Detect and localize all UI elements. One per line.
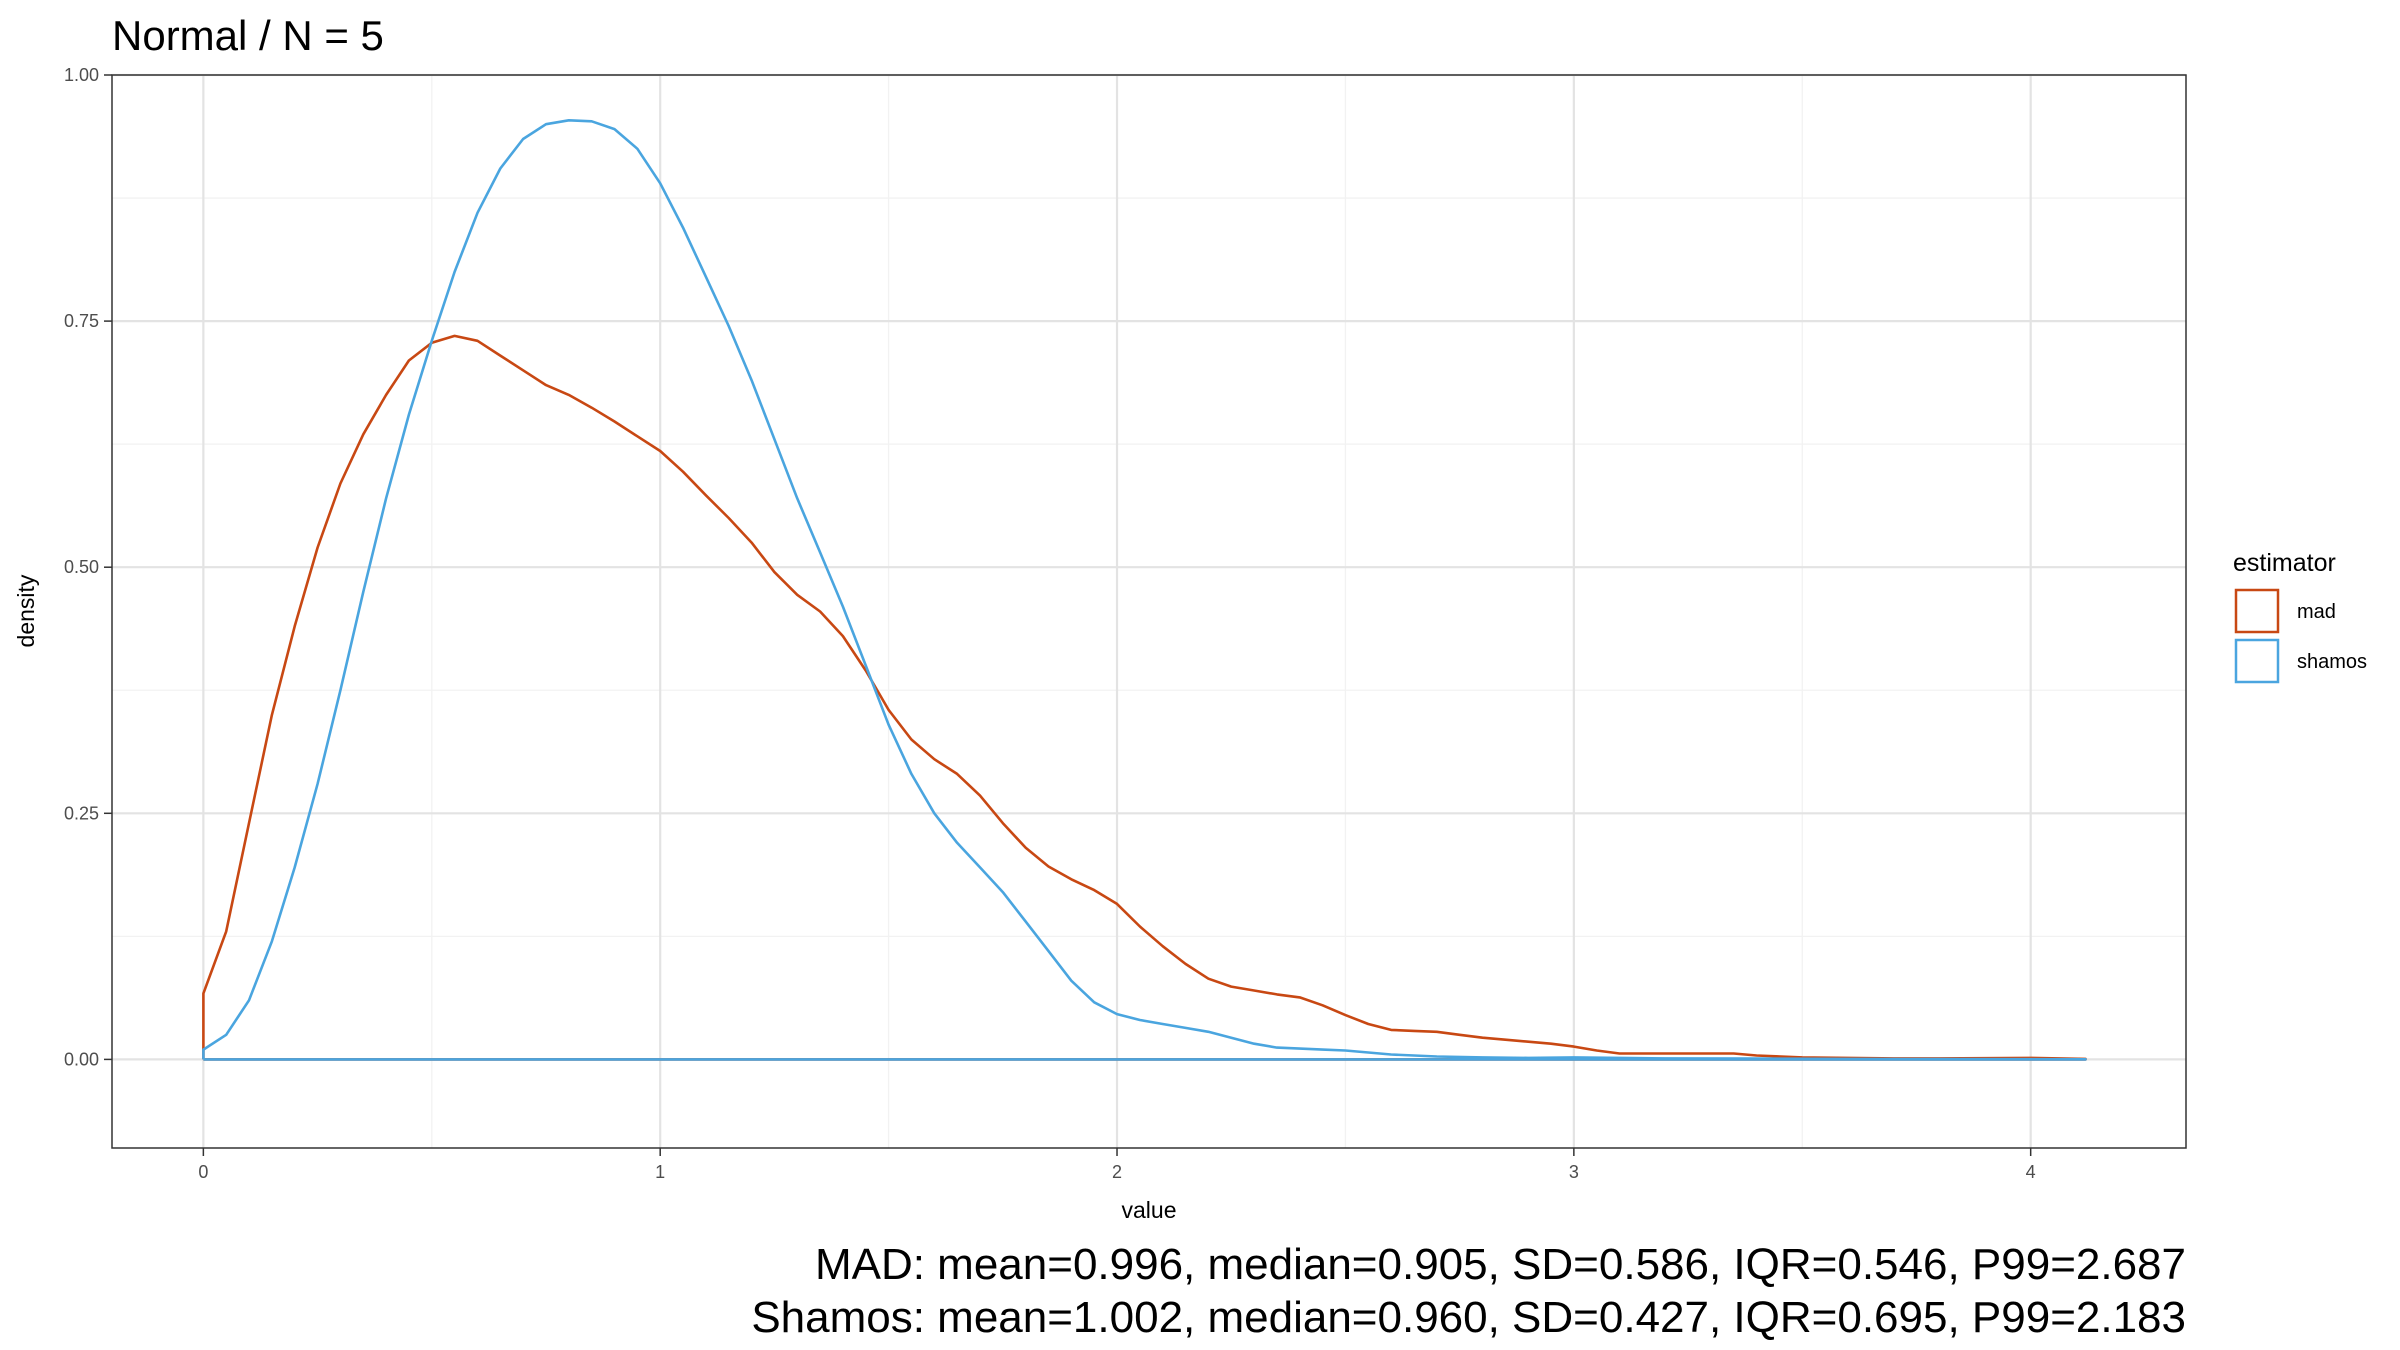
x-tick-label: 0	[198, 1162, 208, 1182]
legend: estimator mad shamos	[2233, 549, 2367, 684]
chart-title: Normal / N = 5	[112, 12, 384, 59]
y-tick-label: 0.00	[64, 1049, 99, 1069]
legend-key-shamos	[2234, 638, 2280, 684]
x-tick-label: 2	[1112, 1162, 1122, 1182]
x-tick-label: 4	[2026, 1162, 2036, 1182]
y-tick-label: 0.25	[64, 803, 99, 823]
minor-gridlines	[112, 75, 2186, 1148]
y-axis-title: density	[13, 574, 39, 647]
summary-caption: MAD: mean=0.996, median=0.905, SD=0.586,…	[751, 1240, 2186, 1342]
x-tick-label: 3	[1569, 1162, 1579, 1182]
legend-label-mad: mad	[2297, 601, 2336, 623]
plot-background	[112, 75, 2186, 1148]
x-axis-ticks: 0 1 2 3 4	[198, 1148, 2036, 1182]
legend-key-mad	[2234, 588, 2280, 634]
y-tick-label: 0.75	[64, 311, 99, 331]
x-axis-title: value	[1122, 1197, 1177, 1223]
y-tick-label: 0.50	[64, 557, 99, 577]
legend-items: mad shamos	[2234, 588, 2367, 684]
series-line-shamos	[202, 119, 2087, 1061]
caption-line-mad: MAD: mean=0.996, median=0.905, SD=0.586,…	[815, 1240, 2186, 1289]
plot-panel-border	[111, 74, 2187, 1149]
y-axis-ticks: 0.00 0.25 0.50 0.75 1.00	[64, 65, 112, 1069]
density-lines	[202, 119, 2087, 1061]
x-tick-label: 1	[655, 1162, 665, 1182]
series-line-mad	[202, 334, 2087, 1061]
caption-line-shamos: Shamos: mean=1.002, median=0.960, SD=0.4…	[751, 1293, 2186, 1342]
legend-title: estimator	[2233, 549, 2336, 577]
legend-label-shamos: shamos	[2297, 651, 2367, 673]
y-tick-label: 1.00	[64, 65, 99, 85]
